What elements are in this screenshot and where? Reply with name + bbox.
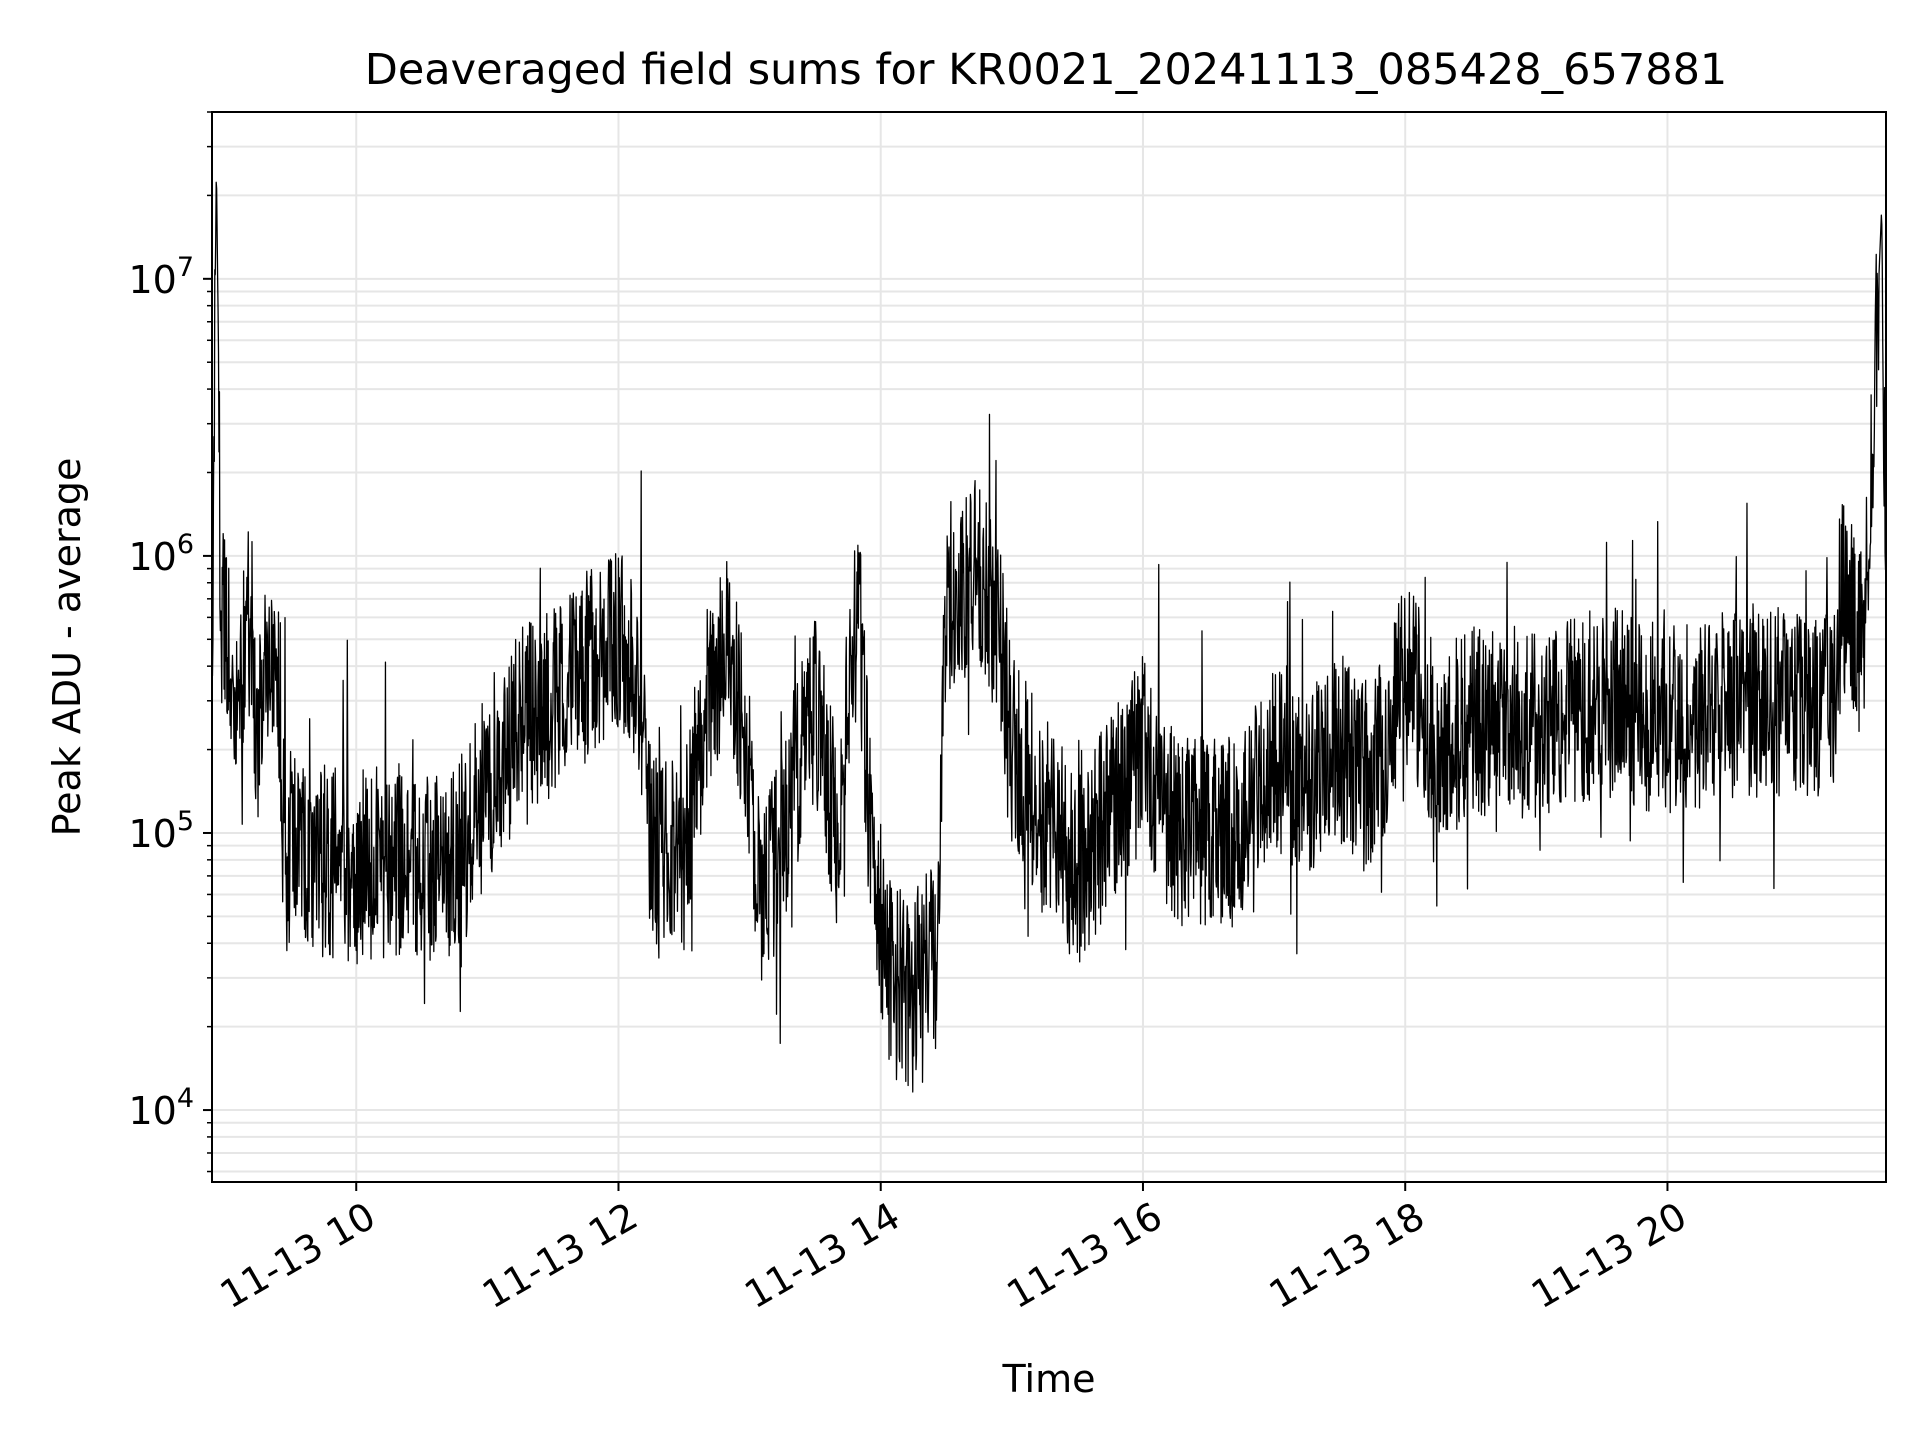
- y-tick-label: 105: [128, 806, 194, 856]
- y-tick-label: 107: [128, 252, 194, 302]
- y-axis-label: Peak ADU - average: [45, 458, 89, 837]
- chart-title: Deaveraged field sums for KR0021_2024111…: [365, 45, 1728, 95]
- x-axis-label: Time: [1002, 1357, 1096, 1401]
- plot-frame: [211, 111, 1887, 1183]
- series-line: [212, 181, 1886, 1093]
- y-axis: 104 105 106 107: [128, 111, 212, 1173]
- y-tick-label: 104: [128, 1083, 194, 1133]
- y-tick-label: 106: [128, 529, 194, 579]
